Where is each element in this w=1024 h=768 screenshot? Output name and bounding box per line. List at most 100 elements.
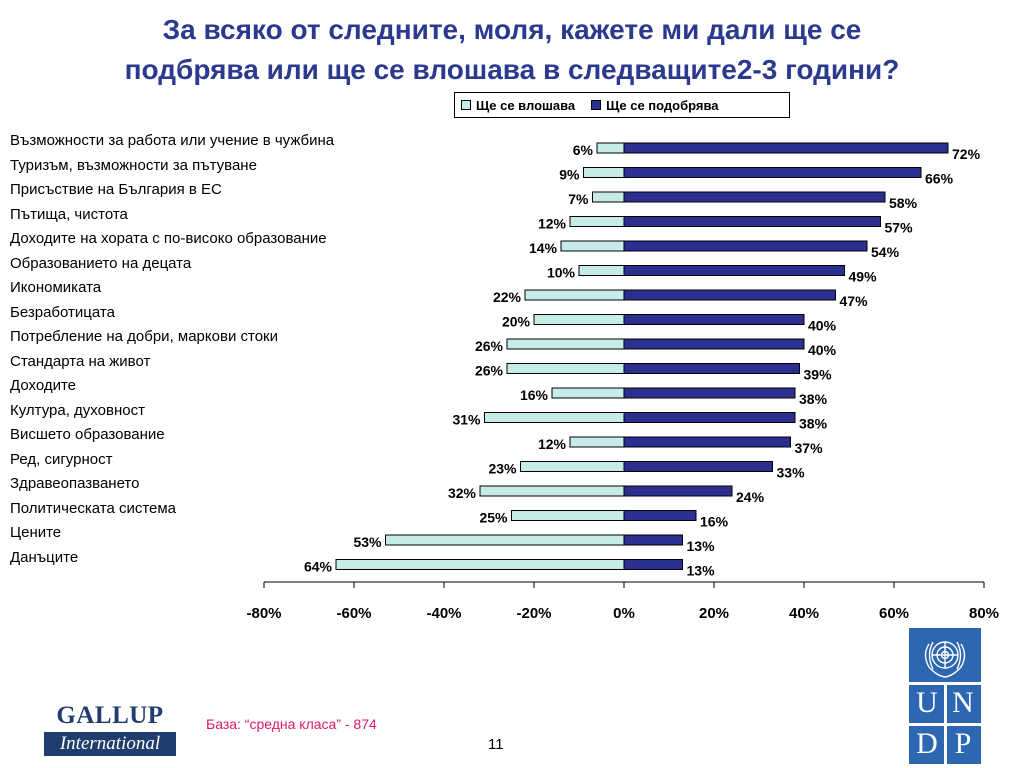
x-tick-label: -60% — [336, 605, 371, 622]
bar-better — [623, 338, 805, 350]
bar-worse — [569, 436, 625, 448]
category-label: Потребление на добри, маркови стоки — [10, 328, 278, 345]
category-label: Туризъм, възможности за пътуване — [10, 156, 257, 174]
data-label-better: 33% — [777, 465, 806, 481]
bar-better — [623, 216, 881, 227]
x-tick-label: 20% — [699, 605, 729, 622]
bar-worse — [520, 461, 625, 472]
bar-worse — [596, 142, 625, 154]
data-label-worse: 20% — [502, 314, 531, 330]
data-label-worse: 12% — [538, 216, 567, 232]
category-label: Стандарта на живот — [10, 352, 151, 370]
category-label: Образованието на децата — [10, 254, 192, 272]
bar-better — [623, 167, 922, 178]
legend-label-worse: Ще се влошава — [476, 97, 576, 113]
category-label: Висшето образование — [10, 426, 165, 443]
bar-better — [623, 142, 949, 154]
un-emblem-icon — [924, 641, 966, 678]
data-label-worse: 6% — [573, 142, 594, 158]
bar-better — [623, 387, 796, 399]
data-label-better: 13% — [687, 563, 716, 579]
bar-worse — [506, 363, 625, 374]
undp-logo: U N D P — [909, 628, 981, 764]
data-label-better: 72% — [952, 146, 981, 162]
title-line-2: подбрява или ще се влошава в следващите2… — [124, 54, 900, 85]
bar-worse — [484, 412, 625, 423]
data-label-worse: 23% — [488, 461, 517, 477]
data-label-better: 58% — [889, 195, 918, 211]
base-note: База: “средна класа” - 874 — [206, 716, 377, 732]
data-label-better: 40% — [808, 318, 837, 334]
data-label-worse: 9% — [559, 167, 580, 183]
data-label-better: 38% — [799, 416, 828, 432]
data-label-worse: 12% — [538, 436, 567, 452]
undp-letter-u: U — [916, 686, 938, 719]
category-label: Ред, сигурност — [10, 450, 113, 468]
bar-better — [623, 485, 733, 497]
x-tick-label: -20% — [516, 605, 551, 622]
bar-better — [623, 534, 683, 546]
data-label-worse: 26% — [475, 363, 504, 379]
gallup-logo: GALLUP International — [44, 703, 176, 757]
bar-worse — [506, 338, 625, 350]
data-label-worse: 26% — [475, 338, 504, 354]
undp-divider-middle — [909, 723, 981, 726]
bar-better — [623, 436, 791, 448]
category-label: Присъствие на България в ЕС — [10, 181, 222, 198]
bar-worse — [583, 167, 625, 178]
data-label-better: 24% — [736, 489, 765, 505]
undp-divider — [909, 682, 981, 685]
legend-item-worse: Ще се влошава — [461, 98, 575, 113]
category-label: Доходите — [10, 377, 77, 394]
legend-label-better: Ще се подобрява — [606, 97, 719, 113]
data-label-better: 54% — [871, 244, 900, 260]
undp-letter-n: N — [952, 686, 974, 719]
data-label-better: 16% — [700, 514, 729, 530]
bar-worse — [479, 485, 625, 497]
x-tick-label: -40% — [426, 605, 461, 622]
bar-better — [623, 363, 800, 374]
bar-better — [623, 461, 773, 472]
bar-worse — [560, 240, 625, 252]
diverging-bar-chart: 6% 72% 9% 66% 7% 58% 12% 57% 14% 54% 10% 49% 22% 47% 2… — [246, 142, 999, 622]
data-label-worse: 16% — [520, 387, 549, 403]
bar-better — [623, 289, 836, 301]
category-label: Икономиката — [10, 279, 102, 296]
bar-better — [623, 240, 868, 252]
data-label-better: 13% — [687, 538, 716, 554]
bar-better — [623, 265, 845, 276]
category-label: Безработицата — [10, 303, 115, 321]
bar-better — [623, 510, 697, 521]
bar-better — [623, 412, 796, 423]
data-label-worse: 10% — [547, 265, 576, 281]
data-label-worse: 31% — [452, 412, 481, 428]
legend-item-better: Ще се подобрява — [591, 97, 719, 113]
data-label-worse: 25% — [479, 510, 508, 526]
bar-better — [623, 559, 683, 570]
bar-better — [623, 314, 805, 325]
bar-worse — [533, 314, 625, 325]
data-label-better: 49% — [849, 269, 878, 285]
data-label-worse: 14% — [529, 240, 558, 256]
data-label-better: 57% — [885, 220, 914, 236]
bar-worse — [385, 534, 625, 546]
bar-better — [623, 191, 886, 203]
x-tick-label: 0% — [613, 605, 635, 622]
bar-worse — [335, 559, 625, 570]
bar-worse — [592, 191, 625, 203]
page-number: 11 — [488, 736, 504, 753]
data-label-better: 38% — [799, 391, 828, 407]
legend-swatch-better — [591, 100, 602, 110]
category-label: Доходите на хората с по-високо образован… — [10, 230, 327, 247]
data-label-worse: 22% — [493, 289, 522, 305]
data-label-worse: 64% — [304, 559, 333, 575]
bar-worse — [569, 216, 625, 227]
legend-swatch-worse — [461, 100, 471, 110]
data-label-better: 37% — [795, 440, 824, 456]
bar-worse — [511, 510, 625, 521]
data-label-better: 40% — [808, 342, 837, 358]
bar-worse — [524, 289, 625, 301]
category-label: Здравеопазването — [10, 475, 140, 492]
data-label-better: 39% — [804, 367, 833, 383]
data-label-better: 47% — [840, 293, 869, 309]
